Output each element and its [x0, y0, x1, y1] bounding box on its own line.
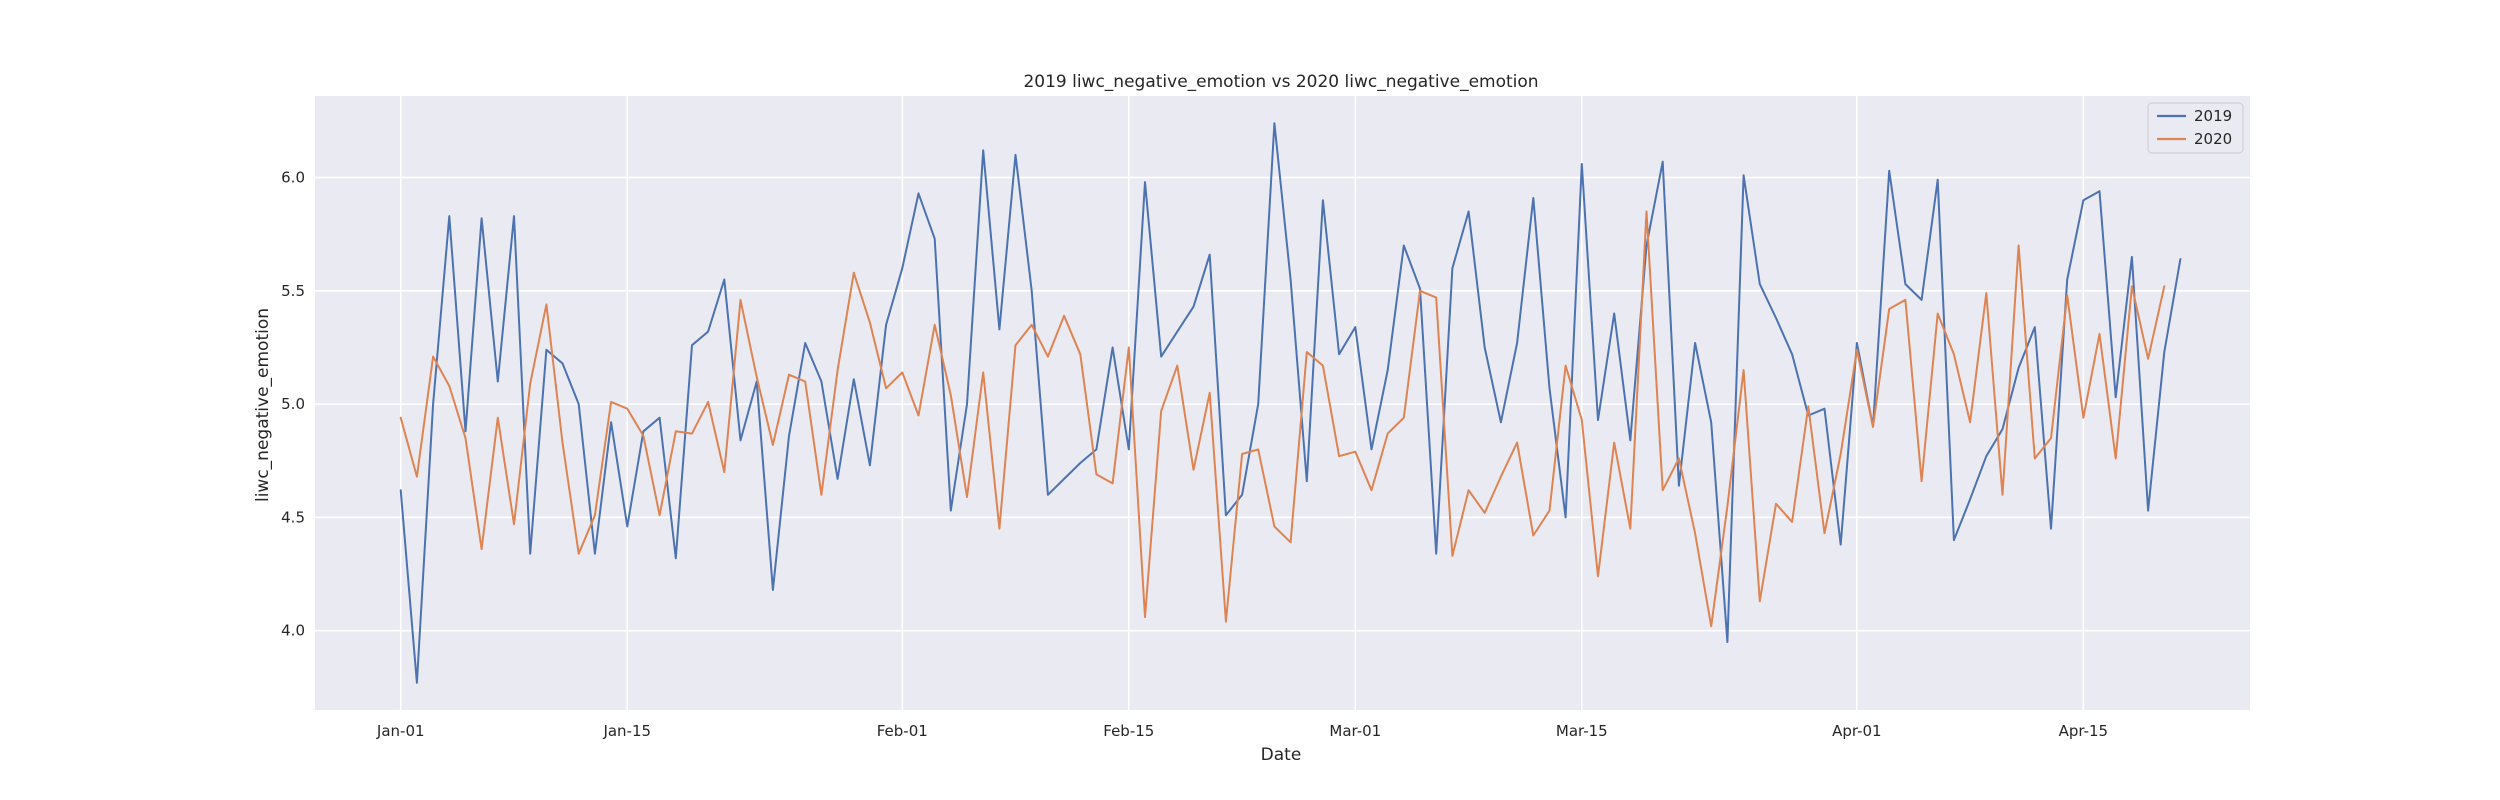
y-gridlines	[315, 176, 2250, 632]
x-tick-label: Mar-01	[1329, 722, 1381, 740]
plot-area	[315, 96, 2250, 710]
x-tick-labels: Jan-01 Jan-15 Feb-01 Feb-15 Mar-01 Mar-15 Apr-…	[376, 722, 2108, 740]
series-line-2019	[399, 122, 2182, 684]
x-tick-label: Jan-15	[602, 722, 651, 740]
x-gridlines	[399, 96, 2085, 710]
y-tick-label: 5.0	[281, 395, 305, 413]
series-line-2020	[399, 210, 2166, 628]
chart-title: 2019 liwc_negative_emotion vs 2020 liwc_…	[1023, 72, 1538, 92]
x-tick-label: Mar-15	[1556, 722, 1608, 740]
series-layer	[399, 122, 2182, 684]
y-tick-label: 4.5	[281, 508, 305, 526]
x-tick-label: Apr-15	[2059, 722, 2109, 740]
legend: 2019 2020	[2147, 102, 2244, 154]
y-tick-label: 5.5	[281, 282, 305, 300]
y-tick-label: 6.0	[281, 169, 305, 187]
y-axis-label: liwc_negative_emotion	[253, 308, 273, 502]
x-tick-label: Jan-01	[376, 722, 425, 740]
x-tick-label: Feb-15	[1103, 722, 1154, 740]
y-tick-label: 4.0	[281, 622, 305, 640]
x-tick-label: Apr-01	[1832, 722, 1882, 740]
x-axis-label: Date	[1261, 745, 1302, 765]
x-tick-label: Feb-01	[877, 722, 928, 740]
legend-label-2019: 2019	[2194, 107, 2232, 125]
legend-label-2020: 2020	[2194, 130, 2232, 148]
y-tick-labels: 4.0 4.5 5.0 5.5 6.0	[281, 169, 305, 640]
